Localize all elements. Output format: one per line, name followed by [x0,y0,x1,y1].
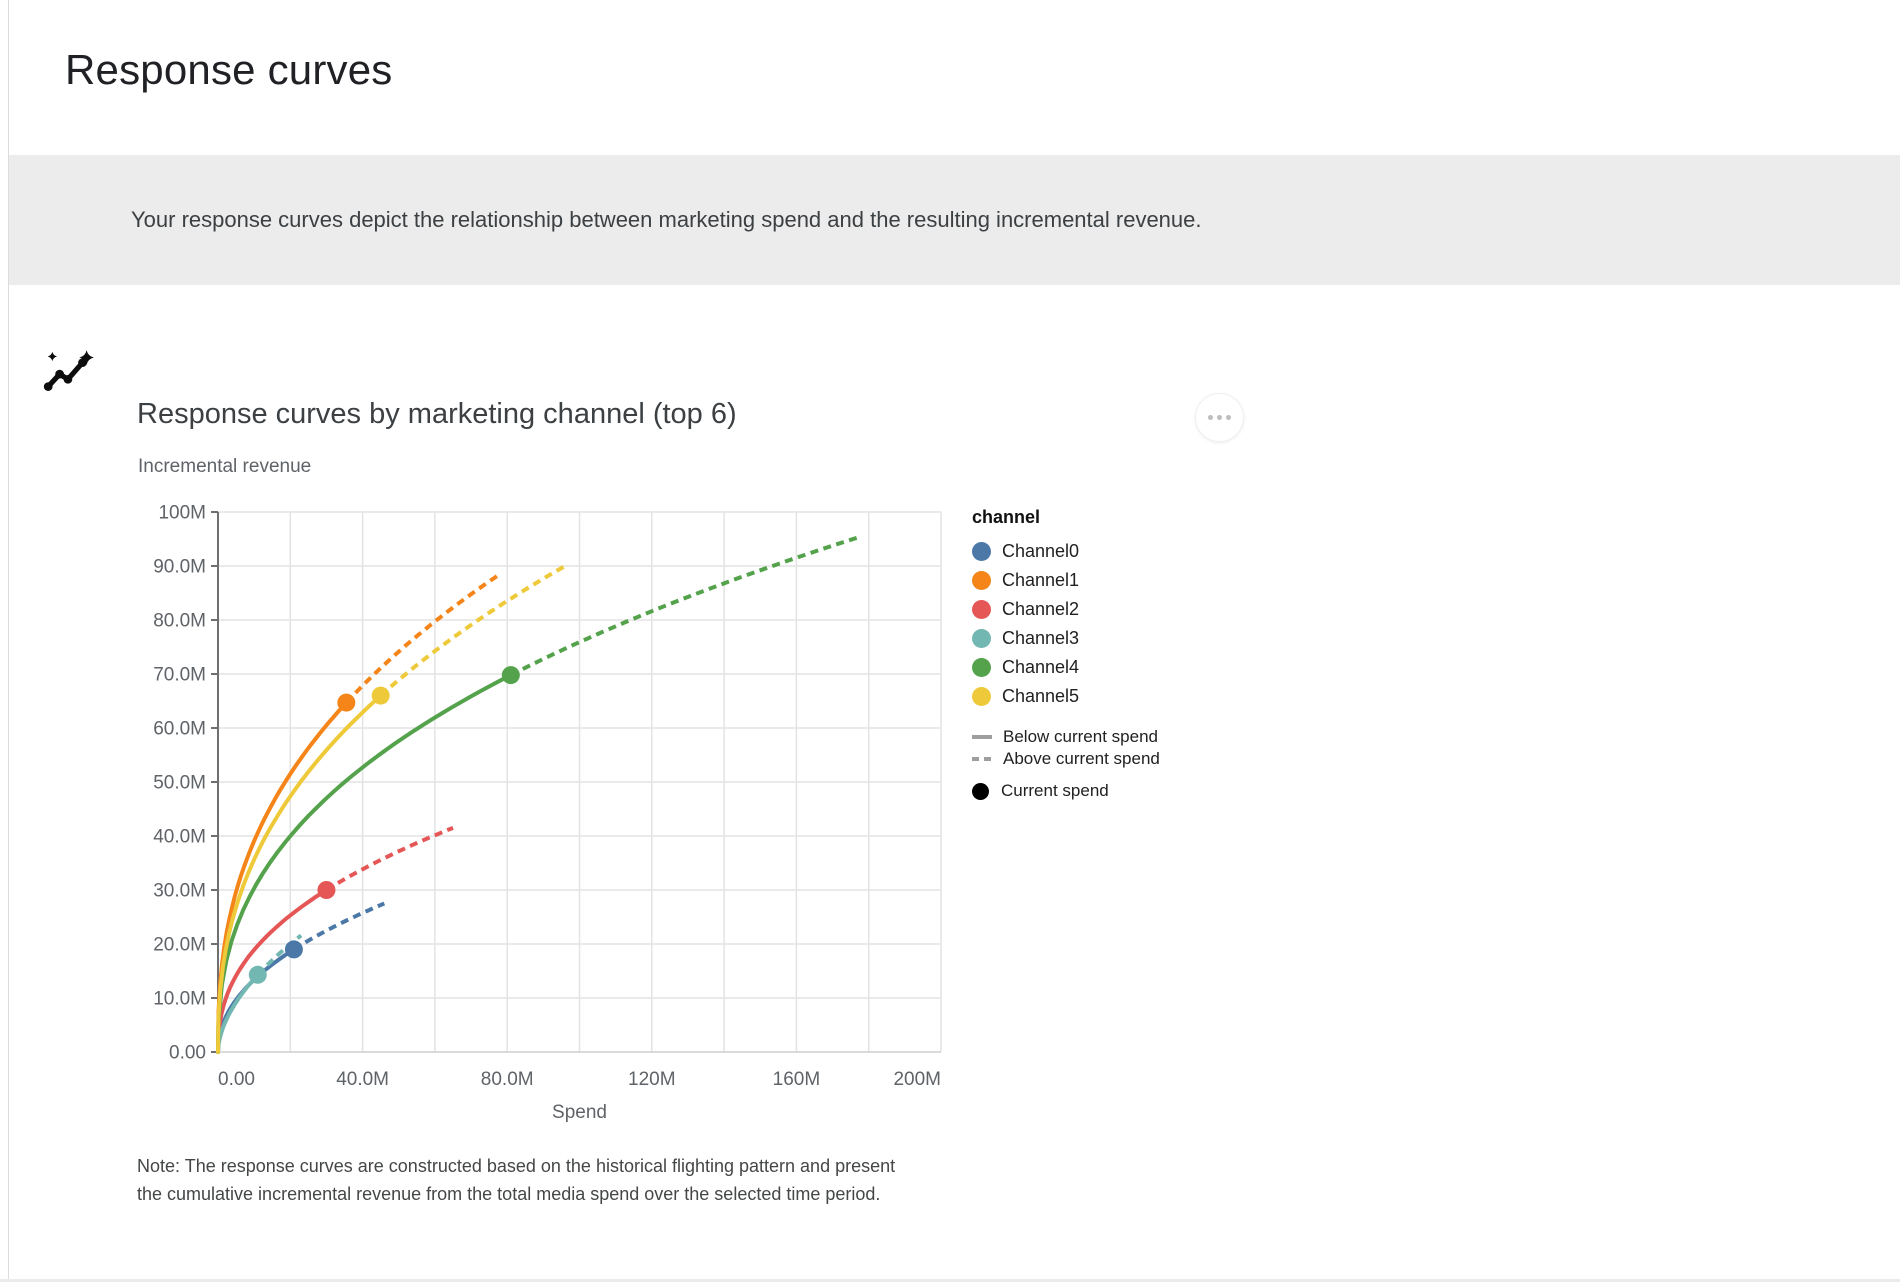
more-options-button[interactable] [1195,393,1244,442]
legend-style-label: Below current spend [1003,727,1158,746]
svg-text:10.0M: 10.0M [153,989,206,1010]
chart-title: Response curves by marketing channel (to… [137,398,737,430]
legend-swatch-icon [972,629,991,648]
svg-text:100M: 100M [158,503,206,524]
legend-item-channel5: Channel5 [972,682,1160,711]
legend-item-channel0: Channel0 [972,537,1160,566]
svg-text:80.0M: 80.0M [153,611,206,632]
svg-text:90.0M: 90.0M [153,557,206,578]
svg-text:20.0M: 20.0M [153,935,206,956]
legend-swatch-icon [972,687,991,706]
legend-current-spend: Current spend [972,778,1160,804]
legend-current-spend-label: Current spend [1001,781,1109,800]
more-options-icon [1226,415,1231,420]
legend-item-label: Channel1 [1002,570,1080,590]
legend-swatch-icon [972,600,991,619]
dashed-line-icon [972,757,992,761]
page-title: Response curves [65,46,393,93]
legend-item-label: Channel0 [1002,541,1080,561]
legend-swatch-icon [972,658,991,677]
svg-text:160M: 160M [773,1069,821,1090]
svg-text:60.0M: 60.0M [153,719,206,740]
more-options-icon [1217,415,1222,420]
svg-text:120M: 120M [628,1069,676,1090]
insight-banner: Your response curves depict the relation… [9,155,1900,391]
response-curves-plot[interactable]: 0.00 10.0M 20.0M 30.0M 40.0M 50.0M 60.0M 70.0M 8… [120,490,1000,1150]
chart-note: Note: The response curves are constructe… [137,1156,896,1204]
banner-text: Your response curves depict the relation… [131,207,1202,232]
legend-item-label: Channel2 [1002,599,1080,619]
svg-text:70.0M: 70.0M [153,665,206,686]
legend-item-label: Channel3 [1002,628,1080,648]
legend-item-label: Channel5 [1002,686,1080,706]
insights-sparkle-icon [43,350,94,391]
solid-line-icon [972,735,992,739]
legend-title: channel [972,507,1041,527]
legend-item-channel2: Channel2 [972,595,1160,624]
legend-item-label: Channel4 [1002,657,1080,677]
legend-swatch-icon [972,542,991,561]
svg-text:200M: 200M [893,1069,941,1090]
legend-style-label: Above current spend [1003,749,1160,768]
legend-style-dashed: Above current spend [972,748,1160,770]
legend-swatch-icon [972,571,991,590]
y-axis-caption: Incremental revenue [138,456,312,477]
more-options-icon [1208,415,1213,420]
svg-text:0.00: 0.00 [218,1069,255,1090]
page-bottom-border [0,1279,1900,1282]
page-left-border [8,0,9,1282]
svg-text:80.0M: 80.0M [481,1069,534,1090]
legend-item-channel3: Channel3 [972,624,1160,653]
legend-item-channel1: Channel1 [972,566,1160,595]
svg-text:0.00: 0.00 [169,1043,206,1064]
svg-text:Spend: Spend [552,1102,607,1123]
current-spend-dot-icon [972,782,989,800]
svg-text:40.0M: 40.0M [336,1069,389,1090]
svg-text:40.0M: 40.0M [153,827,206,848]
legend-style-solid: Below current spend [972,726,1160,748]
legend-item-channel4: Channel4 [972,653,1160,682]
svg-text:30.0M: 30.0M [153,881,206,902]
chart-legend: channel Channel0 Channel1 Channel2 Chann… [972,505,1160,804]
svg-text:50.0M: 50.0M [153,773,206,794]
